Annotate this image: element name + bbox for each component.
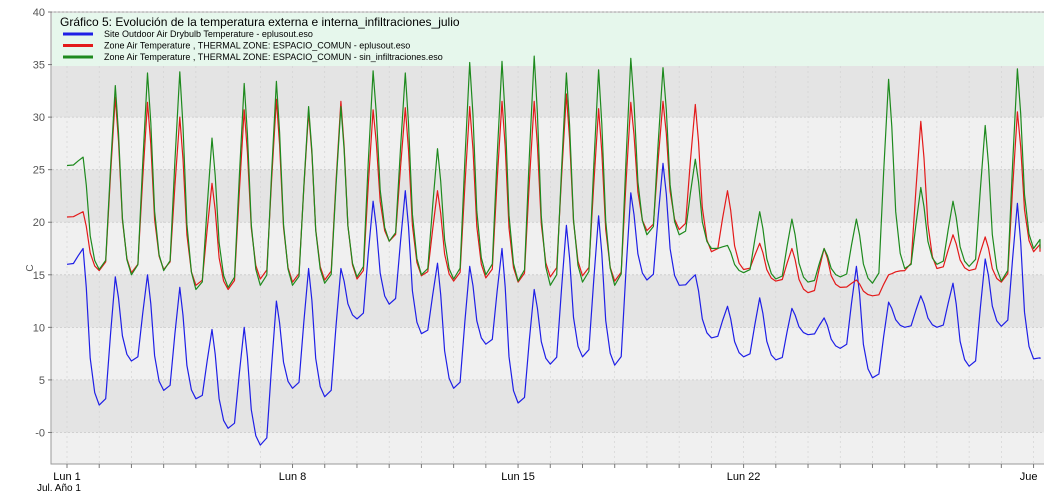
y-tick-label: 25 [33, 165, 45, 177]
legend-label: Site Outdoor Air Drybulb Temperature - e… [104, 29, 313, 39]
x-tick-label: Lun 15 [501, 471, 535, 483]
series-layer [66, 55, 1041, 446]
x-tick-label: Lun 8 [279, 471, 307, 483]
y-tick-label: 35 [33, 60, 45, 72]
x-tick-label: Lun 22 [727, 471, 761, 483]
grid-band [52, 379, 1044, 433]
y-tick-label: 30 [33, 112, 45, 124]
y-tick-label: 15 [33, 270, 45, 282]
y-axis: -0 5 10 15 20 25 30 35 40 [33, 7, 52, 439]
y-tick-label: 10 [33, 322, 45, 334]
x-axis-sublabel: Jul. Año 1 [37, 483, 81, 494]
x-tick-label: Lun 1 [53, 471, 81, 483]
legend-label: Zone Air Temperature , THERMAL ZONE: ESP… [104, 52, 443, 62]
y-tick-label: -0 [35, 427, 45, 439]
legend: Site Outdoor Air Drybulb Temperature - e… [63, 29, 443, 62]
series-line-3 [66, 55, 1041, 291]
grid-band [52, 274, 1044, 328]
y-tick-label: 5 [39, 375, 45, 387]
legend-label: Zone Air Temperature , THERMAL ZONE: ESP… [104, 41, 410, 51]
x-axis: Lun 1 Lun 8 Lun 15 Lun 22 Jue [53, 464, 1038, 483]
y-tick-label: 40 [33, 7, 45, 19]
grid-band [52, 64, 1044, 118]
series-line-1 [66, 162, 1041, 446]
legend-box [52, 13, 1044, 66]
chart-title: Gráfico 5: Evolución de la temperatura e… [60, 15, 460, 29]
y-tick-label: 20 [33, 217, 45, 229]
y-axis-label: C [25, 264, 36, 271]
x-tick-label: Jue [1020, 471, 1038, 483]
